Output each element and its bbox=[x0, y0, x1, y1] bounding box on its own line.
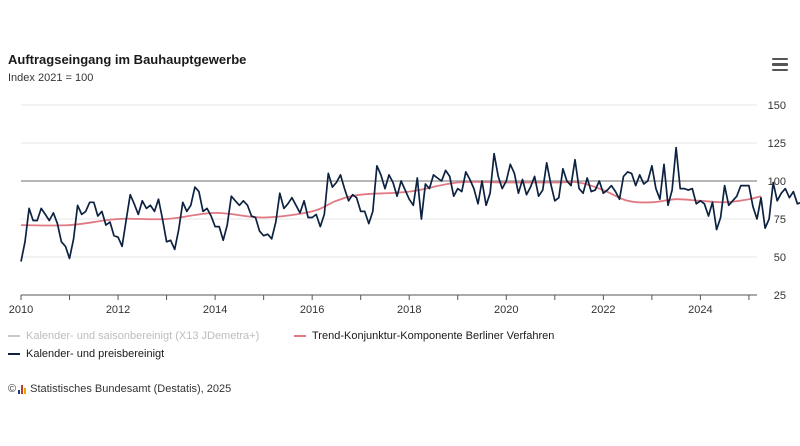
x-tick-label-2024: 2024 bbox=[688, 304, 712, 316]
legend-label-saisonbereinigt: Kalender- und saisonbereinigt (X13 JDeme… bbox=[26, 330, 260, 342]
x-tick-label-2018: 2018 bbox=[397, 304, 421, 316]
x-tick-label-2020: 2020 bbox=[494, 304, 518, 316]
series-layer bbox=[20, 146, 800, 262]
legend-swatch-preisbereinigt bbox=[8, 353, 20, 355]
hamburger-menu-icon[interactable] bbox=[772, 58, 788, 72]
y-tick-label-75: 75 bbox=[774, 214, 786, 226]
legend-swatch-saisonbereinigt bbox=[8, 335, 20, 337]
chart-title: Auftragseingang im Bauhauptgewerbe bbox=[8, 52, 247, 67]
y-tick-label-125: 125 bbox=[768, 138, 786, 150]
legend-swatch-trend bbox=[294, 335, 306, 337]
legend-item-trend[interactable]: Trend-Konjunktur-Komponente Berliner Ver… bbox=[294, 330, 554, 342]
destatis-logo-icon bbox=[18, 384, 27, 394]
grid-layer bbox=[21, 104, 757, 296]
y-tick-label-150: 150 bbox=[768, 100, 786, 112]
x-tick-label-2012: 2012 bbox=[106, 304, 130, 316]
legend-label-trend: Trend-Konjunktur-Komponente Berliner Ver… bbox=[312, 330, 555, 342]
x-tick-label-2010: 2010 bbox=[9, 304, 33, 316]
y-tick-label-100: 100 bbox=[768, 176, 786, 188]
legend-item-preisbereinigt[interactable]: Kalender- und preisbereinigt bbox=[8, 348, 164, 360]
x-tick-label-2014: 2014 bbox=[203, 304, 227, 316]
y-tick-label-50: 50 bbox=[774, 252, 786, 264]
copyright-sign: © bbox=[8, 383, 17, 395]
y-tick-label-25: 25 bbox=[774, 290, 786, 302]
source-note: © Statistisches Bundesamt (Destatis), 20… bbox=[8, 383, 231, 395]
legend-label-preisbereinigt: Kalender- und preisbereinigt bbox=[26, 348, 165, 360]
chart-subtitle: Index 2021 = 100 bbox=[8, 72, 94, 84]
series-line-preisbereinigt bbox=[20, 146, 800, 262]
x-tick-label-2022: 2022 bbox=[591, 304, 615, 316]
source-text: Statistisches Bundesamt (Destatis), 2025 bbox=[30, 383, 232, 395]
axis-layer bbox=[20, 294, 757, 300]
label-layer: 25 50 75 100 125 150 2010 2012 2014 2016 2018 2020 2… bbox=[9, 100, 786, 316]
legend-item-saisonbereinigt[interactable]: Kalender- und saisonbereinigt (X13 JDeme… bbox=[8, 330, 259, 342]
x-tick-label-2016: 2016 bbox=[300, 304, 324, 316]
